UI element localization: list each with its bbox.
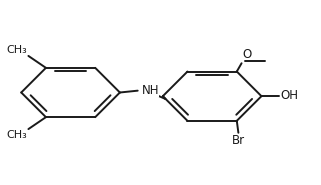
Text: O: O: [242, 48, 251, 61]
Text: Br: Br: [232, 134, 245, 147]
Text: CH₃: CH₃: [6, 130, 27, 140]
Text: CH₃: CH₃: [6, 45, 27, 55]
Text: OH: OH: [280, 89, 298, 102]
Text: NH: NH: [142, 84, 159, 97]
